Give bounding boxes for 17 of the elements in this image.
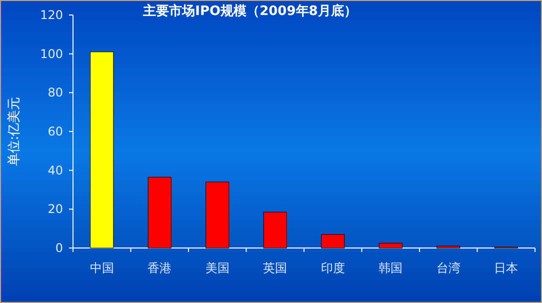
y-tick-label: 0 bbox=[55, 241, 63, 255]
x-tick-label: 印度 bbox=[320, 261, 345, 275]
y-tick-label: 80 bbox=[48, 86, 63, 100]
y-tick-label: 100 bbox=[40, 46, 63, 61]
y-tick-label: 20 bbox=[48, 202, 63, 216]
x-tick-label: 韩国 bbox=[378, 261, 403, 275]
x-tick-label: 香港 bbox=[148, 261, 172, 275]
y-tick-label: 60 bbox=[48, 124, 63, 138]
chart-title: 主要市场IPO规模（2009年8月底） bbox=[142, 3, 357, 19]
y-axis-title: 单位:亿美元 bbox=[6, 96, 22, 166]
x-tick-label: 中国 bbox=[90, 261, 114, 275]
y-tick-label: 40 bbox=[48, 163, 63, 178]
x-tick-label: 英国 bbox=[263, 261, 288, 275]
x-tick-label: 台湾 bbox=[436, 261, 460, 275]
x-tick-label: 美国 bbox=[205, 261, 230, 275]
x-tick-label: 日本 bbox=[494, 261, 518, 275]
y-tick-label: 120 bbox=[40, 8, 63, 22]
